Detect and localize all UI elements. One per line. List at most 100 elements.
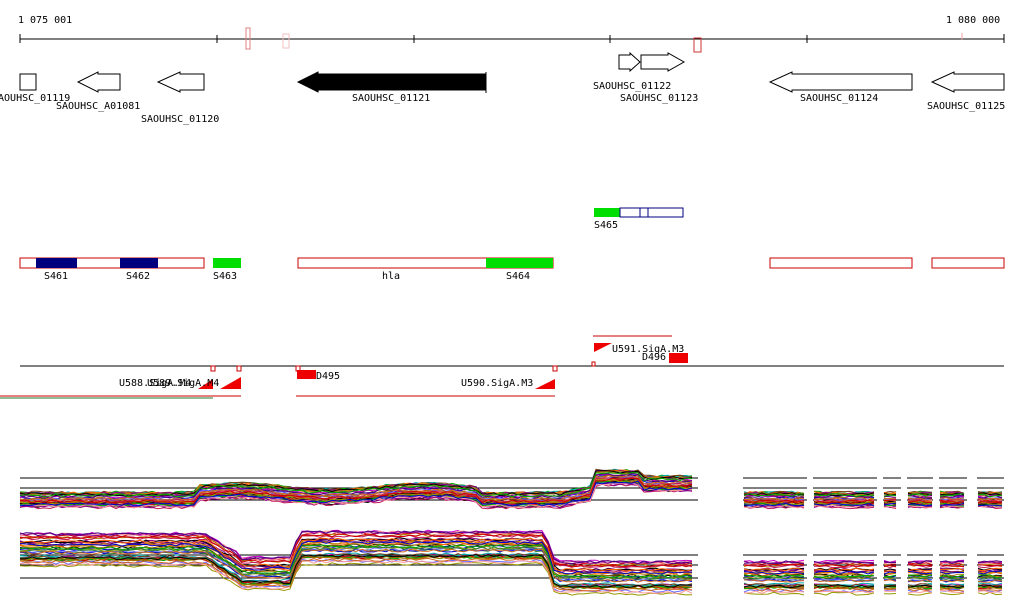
- feature-marker[interactable]: [198, 379, 213, 389]
- expression-profile-line: [743, 583, 805, 587]
- expression-profile-line: [939, 567, 965, 571]
- expression-profile-line: [939, 583, 965, 586]
- segment-track-upper: S465: [594, 207, 684, 231]
- gene-shape[interactable]: [618, 51, 641, 73]
- expression-profile-line: [977, 583, 1003, 587]
- expression-profile-line: [939, 493, 965, 497]
- coordinate-ruler: 1 075 001 1 080 000: [18, 15, 1005, 53]
- segment-block[interactable]: [486, 258, 553, 268]
- expression-profile-line: [977, 589, 1003, 591]
- expression-profile-line: [743, 502, 805, 507]
- expression-profile-line: [743, 576, 805, 580]
- expression-profile-line: [977, 564, 1003, 567]
- segment-block[interactable]: [769, 257, 913, 269]
- feature-marker[interactable]: [594, 343, 612, 352]
- expression-profile-line: [743, 564, 805, 569]
- expression-profile-line: [743, 499, 805, 504]
- expression-profile-line: [977, 585, 1003, 589]
- segment-block[interactable]: [931, 257, 1005, 269]
- segment-block[interactable]: [213, 258, 241, 268]
- feature-marker[interactable]: [220, 377, 241, 389]
- gene-shape[interactable]: [930, 71, 1005, 93]
- expression-profile-line: [19, 546, 693, 580]
- expression-profile-line: [939, 500, 965, 504]
- expression-profile-line: [883, 568, 897, 571]
- expression-profile-line: [19, 561, 693, 596]
- expression-profile-line: [743, 579, 805, 583]
- expression-profile-line: [743, 560, 805, 565]
- expression-profile-line: [19, 537, 693, 572]
- expression-profile-line: [19, 477, 693, 504]
- expression-profile-line: [977, 576, 1003, 580]
- expression-profile-line: [743, 591, 805, 596]
- expression-profile-line: [883, 571, 897, 575]
- expression-profile-line: [977, 560, 1003, 564]
- expression-profile-line: [883, 587, 896, 590]
- expression-profile-line: [813, 576, 875, 580]
- expression-profile-line: [743, 567, 805, 572]
- gene-shape[interactable]: [640, 52, 686, 72]
- expression-profile-line: [19, 540, 693, 575]
- expression-profile-line: [883, 495, 897, 498]
- gene-shape[interactable]: [19, 73, 37, 91]
- gene-shape[interactable]: [76, 71, 121, 93]
- expression-profile-line: [743, 584, 805, 589]
- expression-profile-line: [977, 570, 1003, 575]
- expression-profile-line: [883, 579, 897, 582]
- feature-label: U590.SigA.M3: [461, 378, 533, 389]
- expression-track-upper: [19, 462, 1004, 514]
- track-gap: [807, 525, 813, 599]
- gene-shape[interactable]: [156, 71, 205, 93]
- gene-shape[interactable]: [768, 71, 913, 93]
- expression-profile-line: [743, 504, 805, 509]
- expression-profile-line: [743, 574, 805, 578]
- expression-profile-line: [939, 573, 965, 577]
- expression-profile-line: [883, 564, 897, 568]
- gene-label: SAOUHSC_01119: [0, 93, 70, 104]
- track-gap: [967, 525, 977, 599]
- expression-profile-line: [883, 502, 897, 506]
- expression-profile-line: [813, 504, 875, 508]
- feature-marker[interactable]: [535, 379, 555, 389]
- expression-profile-line: [907, 497, 933, 501]
- segment-label: S461: [44, 271, 68, 282]
- expression-profile-line: [939, 497, 965, 501]
- segment-block[interactable]: [594, 208, 620, 217]
- expression-profile-line: [977, 585, 1003, 590]
- expression-profile-line: [977, 500, 1003, 504]
- expression-profile-line: [19, 540, 693, 575]
- track-gap: [901, 462, 907, 514]
- gene-label: SAOUHSC_01123: [620, 93, 698, 104]
- expression-profile-line: [813, 567, 875, 572]
- segment-block[interactable]: [619, 207, 684, 218]
- expression-profile-line: [977, 565, 1003, 569]
- expression-profile-line: [19, 470, 693, 496]
- expression-profile-line: [907, 578, 933, 583]
- feature-marker[interactable]: [669, 353, 688, 363]
- expression-profile-line: [813, 498, 875, 503]
- expression-profile-line: [883, 494, 897, 497]
- expression-profile-line: [743, 588, 805, 592]
- ruler-marker: [282, 33, 290, 49]
- expression-profile-line: [814, 590, 875, 594]
- expression-profile-line: [883, 499, 896, 502]
- segment-block[interactable]: [120, 258, 158, 268]
- expression-profile-line: [19, 554, 693, 589]
- gene-shape[interactable]: [296, 71, 487, 93]
- ruler-end-label: 1 080 000: [946, 15, 1000, 26]
- expression-profile-line: [907, 568, 933, 572]
- feature-marker[interactable]: [297, 370, 316, 379]
- track-gap: [933, 525, 939, 599]
- expression-profile-line: [19, 557, 693, 592]
- segment-block[interactable]: [19, 257, 205, 269]
- gene-label: SAOUHSC_A01081: [56, 101, 140, 112]
- expression-profile-line: [907, 503, 933, 507]
- track-gap: [698, 525, 743, 599]
- expression-profile-line: [939, 497, 965, 500]
- expression-profile-line: [813, 574, 875, 579]
- segment-block[interactable]: [36, 258, 77, 268]
- expression-profile-line: [743, 494, 805, 499]
- expression-profile-line: [813, 497, 875, 501]
- expression-profile-line: [883, 497, 897, 500]
- expression-profile-line: [939, 504, 965, 508]
